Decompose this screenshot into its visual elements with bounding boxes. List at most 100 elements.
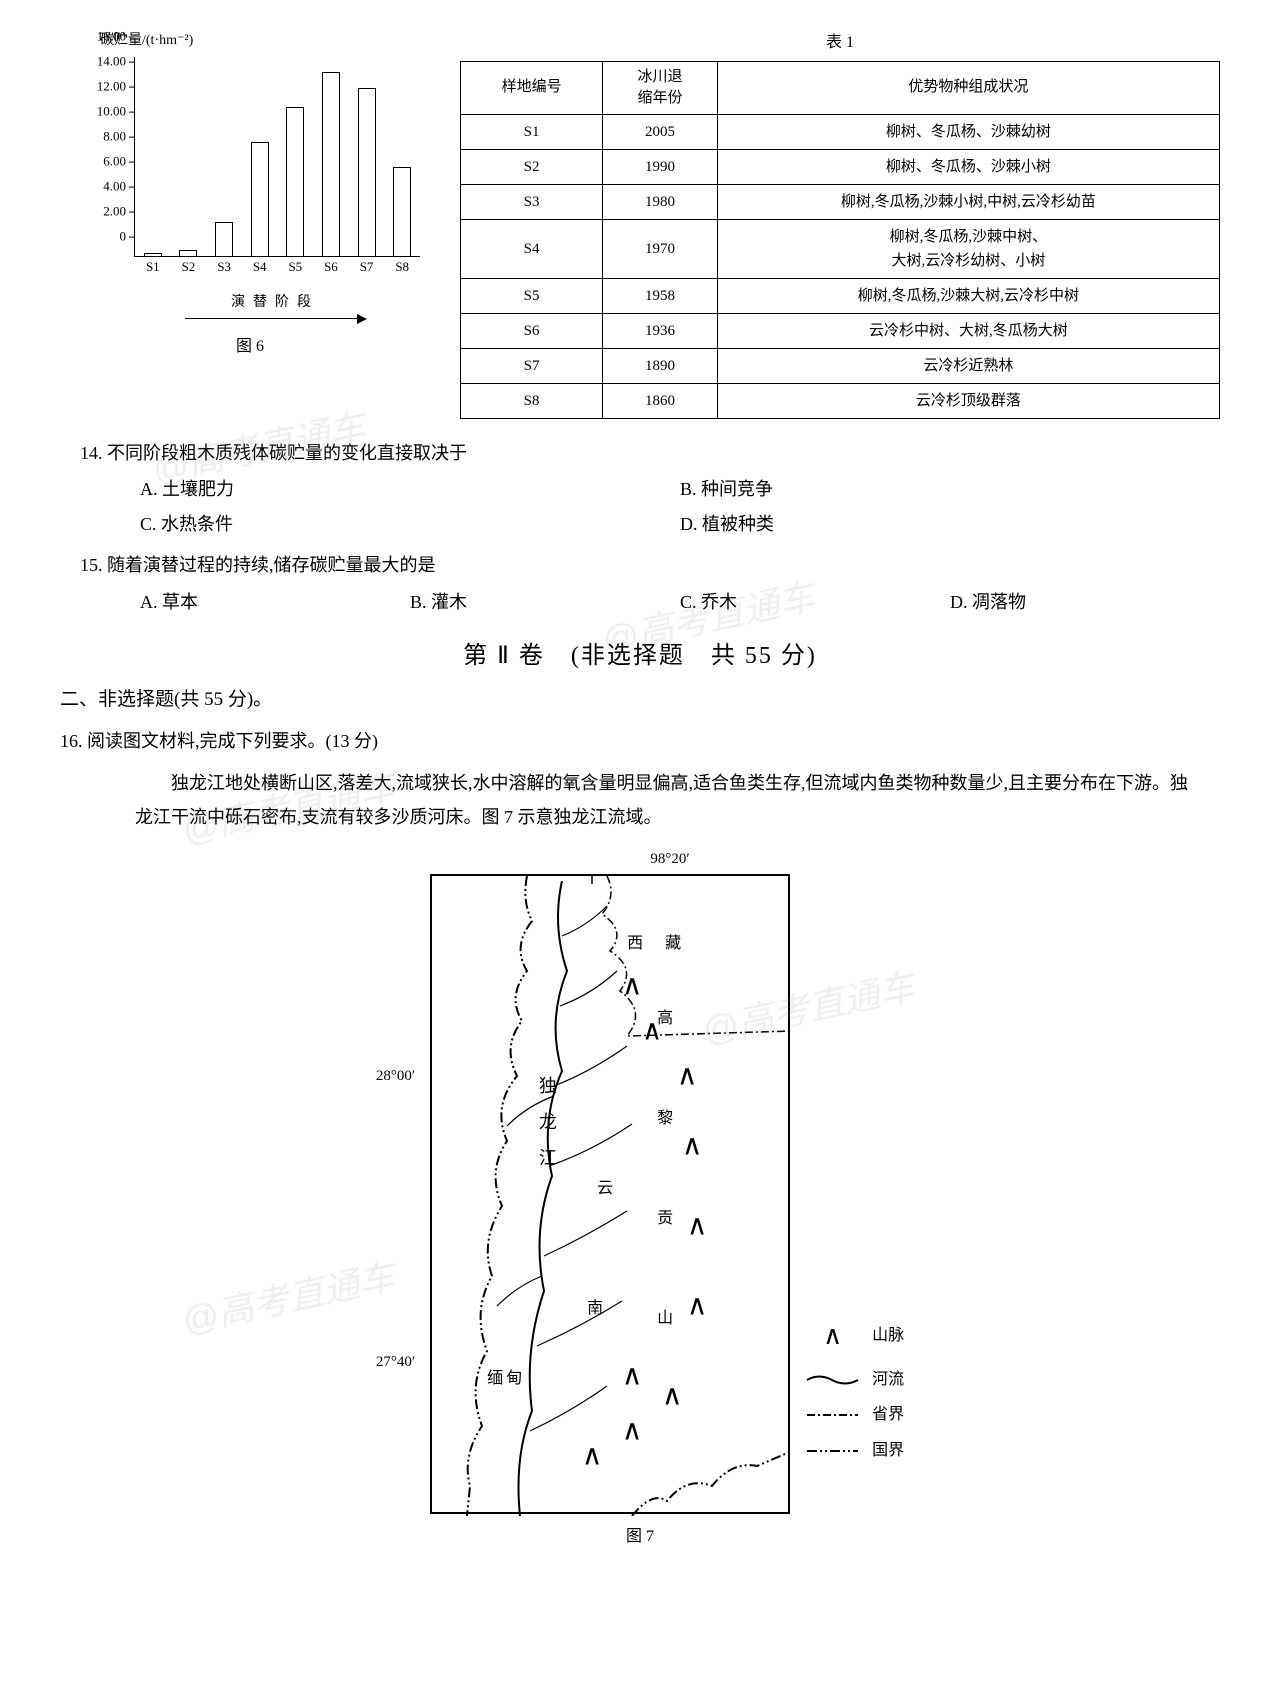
option-c: C. 水热条件 bbox=[140, 510, 680, 539]
table-row: S81860云冷杉顶级群落 bbox=[461, 383, 1220, 418]
table-col-header: 冰川退缩年份 bbox=[603, 61, 718, 114]
map-label-li: 黎 bbox=[657, 1106, 676, 1132]
table-cell: S1 bbox=[461, 114, 603, 149]
mountain-icon: ∧ bbox=[622, 1353, 643, 1398]
table-cell: S7 bbox=[461, 348, 603, 383]
legend-label: 省界 bbox=[872, 1402, 904, 1428]
table-cell: 1980 bbox=[603, 184, 718, 219]
legend-national: 国界 bbox=[805, 1438, 904, 1464]
map-coord-top: 98°20′ bbox=[120, 847, 1220, 871]
chart-x-label-area: 演替阶段 bbox=[110, 292, 440, 318]
map-label-dulong: 独龙江 bbox=[532, 1076, 561, 1184]
chart-y-tick: 12.00 bbox=[90, 76, 134, 97]
data-table: 样地编号 冰川退缩年份 优势物种组成状况 S12005柳树、冬瓜杨、沙棘幼树S2… bbox=[460, 61, 1220, 419]
chart-bar bbox=[322, 72, 340, 256]
chart-x-tick: S6 bbox=[324, 257, 338, 278]
legend-mountain: ∧ 山脉 bbox=[805, 1315, 904, 1357]
question-text: 15. 随着演替过程的持续,储存碳贮量最大的是 bbox=[80, 551, 1220, 580]
legend-label: 河流 bbox=[872, 1367, 904, 1393]
table-row: S61936云冷杉中树、大树,冬瓜杨大树 bbox=[461, 313, 1220, 348]
chart-bar bbox=[215, 222, 233, 257]
option-a: A. 草本 bbox=[140, 588, 410, 617]
legend-river: 河流 bbox=[805, 1367, 904, 1393]
table-row: S51958柳树,冬瓜杨,沙棘大树,云冷杉中树 bbox=[461, 278, 1220, 313]
table-row: S71890云冷杉近熟林 bbox=[461, 348, 1220, 383]
chart-x-tick: S7 bbox=[360, 257, 374, 278]
mountain-icon: ∧ bbox=[622, 1408, 643, 1453]
chart-x-tick: S8 bbox=[395, 257, 409, 278]
bar-chart: 02.004.006.008.0010.0012.0014.0016.00 S1… bbox=[90, 57, 430, 287]
chart-x-label: 演替阶段 bbox=[110, 292, 440, 314]
option-d: D. 凋落物 bbox=[950, 588, 1220, 617]
table-cell: 柳树、冬瓜杨、沙棘小树 bbox=[717, 149, 1219, 184]
option-b: B. 种间竞争 bbox=[680, 475, 1220, 504]
bar-chart-container: 碳贮量/(t·hm⁻²) 02.004.006.008.0010.0012.00… bbox=[60, 30, 440, 359]
mountain-icon: ∧ bbox=[687, 1203, 708, 1248]
table-cell: 2005 bbox=[603, 114, 718, 149]
table-cell: 云冷杉中树、大树,冬瓜杨大树 bbox=[717, 313, 1219, 348]
table-cell: 1890 bbox=[603, 348, 718, 383]
table-cell: S8 bbox=[461, 383, 603, 418]
mountain-icon: ∧ bbox=[642, 1008, 663, 1053]
chart-y-label: 碳贮量/(t·hm⁻²) bbox=[100, 30, 440, 52]
chart-x-tick: S1 bbox=[146, 257, 160, 278]
table-cell: S4 bbox=[461, 219, 603, 278]
chart-x-tick: S3 bbox=[217, 257, 231, 278]
table-cell: S5 bbox=[461, 278, 603, 313]
subsection-title: 二、非选择题(共 55 分)。 bbox=[60, 685, 1220, 715]
chart-x-tick: S2 bbox=[182, 257, 196, 278]
table-cell: 1990 bbox=[603, 149, 718, 184]
chart-arrow bbox=[185, 318, 365, 319]
legend-label: 国界 bbox=[872, 1438, 904, 1464]
chart-x-tick: S5 bbox=[288, 257, 302, 278]
chart-bar bbox=[393, 167, 411, 257]
table-cell: 1970 bbox=[603, 219, 718, 278]
map-left-coords: 28°00′ 27°40′ bbox=[376, 884, 415, 1504]
section-2-title: 第 Ⅱ 卷 (非选择题 共 55 分) bbox=[60, 637, 1220, 675]
chart-bar bbox=[286, 107, 304, 256]
chart-caption: 图 6 bbox=[60, 334, 440, 360]
map-legend: ∧ 山脉 河流 省界 国界 bbox=[805, 1305, 904, 1473]
table-cell: 柳树,冬瓜杨,沙棘大树,云冷杉中树 bbox=[717, 278, 1219, 313]
table-cell: 1860 bbox=[603, 383, 718, 418]
map-label-xizang: 西 藏 bbox=[627, 931, 684, 957]
mountain-icon: ∧ bbox=[687, 1283, 708, 1328]
table-cell: 柳树,冬瓜杨,沙棘中树、大树,云冷杉幼树、小树 bbox=[717, 219, 1219, 278]
option-d: D. 植被种类 bbox=[680, 510, 1220, 539]
map-coord: 28°00′ bbox=[376, 1064, 415, 1088]
table-cell: S6 bbox=[461, 313, 603, 348]
chart-bar bbox=[251, 142, 269, 256]
chart-y-tick: 14.00 bbox=[90, 51, 134, 72]
option-c: C. 乔木 bbox=[680, 588, 950, 617]
question-16: 16. 阅读图文材料,完成下列要求。(13 分) 独龙江地处横断山区,落差大,流… bbox=[60, 727, 1220, 834]
table-cell: 柳树,冬瓜杨,沙棘小树,中树,云冷杉幼苗 bbox=[717, 184, 1219, 219]
table-col-header: 优势物种组成状况 bbox=[717, 61, 1219, 114]
option-a: A. 土壤肥力 bbox=[140, 475, 680, 504]
mountain-icon: ∧ bbox=[682, 1123, 703, 1168]
chart-y-tick: 0 bbox=[90, 226, 134, 247]
map-coord: 27°40′ bbox=[376, 1350, 415, 1374]
passage-text: 独龙江地处横断山区,落差大,流域狭长,水中溶解的氧含量明显偏高,适合鱼类生存,但… bbox=[135, 766, 1200, 834]
mountain-icon: ∧ bbox=[662, 1373, 683, 1418]
table-cell: S2 bbox=[461, 149, 603, 184]
mountain-icon: ∧ bbox=[622, 963, 643, 1008]
legend-label: 山脉 bbox=[872, 1323, 904, 1349]
chart-y-tick: 6.00 bbox=[90, 151, 134, 172]
map-label-shan: 山 bbox=[657, 1306, 676, 1332]
map-caption: 图 7 bbox=[60, 1524, 1220, 1550]
chart-bar bbox=[179, 250, 197, 256]
table-cell: 云冷杉近熟林 bbox=[717, 348, 1219, 383]
question-text: 16. 阅读图文材料,完成下列要求。(13 分) bbox=[60, 727, 1220, 756]
question-text: 14. 不同阶段粗木质残体碳贮量的变化直接取决于 bbox=[80, 439, 1220, 468]
chart-y-tick: 16.00 bbox=[90, 26, 134, 47]
chart-y-tick: 8.00 bbox=[90, 126, 134, 147]
table-row: S12005柳树、冬瓜杨、沙棘幼树 bbox=[461, 114, 1220, 149]
mountain-icon: ∧ bbox=[582, 1433, 603, 1478]
table-cell: 1936 bbox=[603, 313, 718, 348]
question-15: 15. 随着演替过程的持续,储存碳贮量最大的是 A. 草本 B. 灌木 C. 乔… bbox=[60, 551, 1220, 617]
chart-bar bbox=[358, 88, 376, 256]
table-col-header: 样地编号 bbox=[461, 61, 603, 114]
table-cell: S3 bbox=[461, 184, 603, 219]
map-label-gong: 贡 bbox=[657, 1206, 676, 1232]
map-label-yunnan2: 南 bbox=[587, 1296, 606, 1322]
